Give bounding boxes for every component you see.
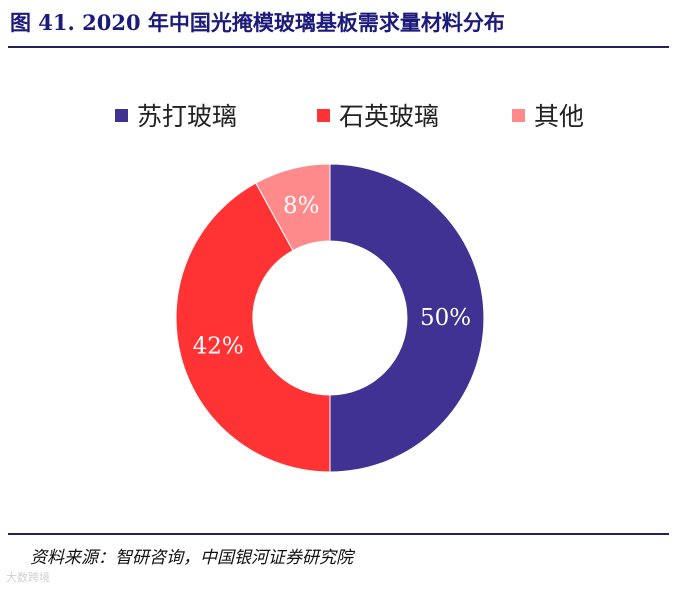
footer-divider bbox=[8, 533, 669, 535]
legend-label-soda-glass: 苏打玻璃 bbox=[137, 102, 238, 131]
chart-legend: 苏打玻璃 石英玻璃 其他 bbox=[0, 97, 684, 133]
legend-label-other: 其他 bbox=[534, 102, 585, 131]
legend-label-quartz-glass: 石英玻璃 bbox=[339, 102, 440, 131]
slice-label-soda-glass: 50% bbox=[420, 305, 471, 331]
legend-item-other: 其他 bbox=[512, 97, 584, 133]
slice-quartz-glass bbox=[175, 182, 331, 473]
legend-swatch-soda-glass bbox=[115, 108, 128, 122]
watermark: 大数跨境 bbox=[6, 571, 50, 584]
slice-soda-glass bbox=[329, 163, 485, 473]
legend-swatch-other bbox=[512, 108, 525, 122]
slice-label-other: 8% bbox=[283, 193, 320, 219]
chart-title: 图 41. 2020 年中国光掩模玻璃基板需求量材料分布 bbox=[10, 10, 505, 35]
slice-other bbox=[255, 163, 331, 252]
legend-item-quartz-glass: 石英玻璃 bbox=[317, 97, 439, 133]
slice-label-quartz-glass: 42% bbox=[193, 334, 244, 360]
source-note: 资料来源：智研咨询，中国银河证券研究院 bbox=[30, 548, 353, 568]
legend-swatch-quartz-glass bbox=[317, 108, 330, 122]
title-divider bbox=[8, 46, 669, 48]
legend-item-soda-glass: 苏打玻璃 bbox=[115, 97, 237, 133]
